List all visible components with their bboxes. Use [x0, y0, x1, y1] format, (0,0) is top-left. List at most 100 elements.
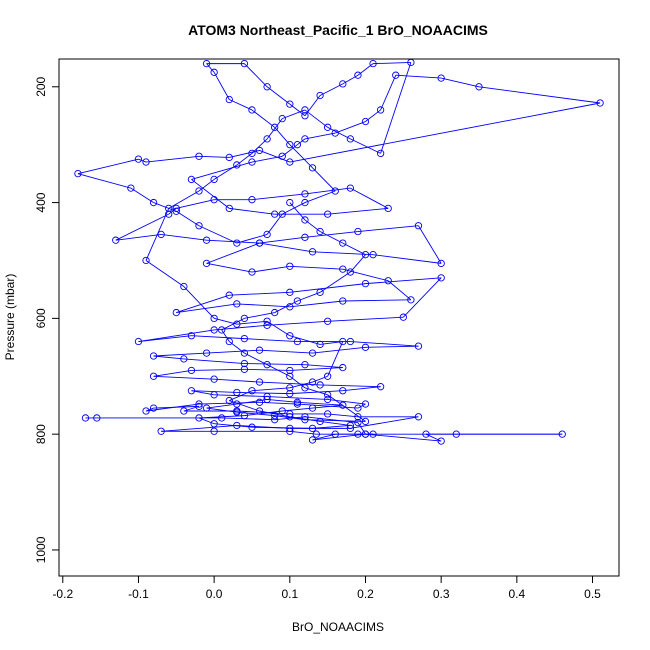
series-line-segment	[327, 126, 351, 140]
series-line-segment	[77, 173, 132, 189]
data-point	[278, 152, 286, 160]
data-point	[301, 190, 309, 198]
series-line-segment	[304, 132, 336, 140]
data-point	[323, 410, 332, 418]
data-point	[149, 352, 158, 360]
series-line-segment	[289, 367, 343, 371]
data-point	[301, 233, 309, 241]
series-line-segment	[304, 364, 343, 369]
series-line-segment	[221, 317, 245, 331]
series-line-segment	[335, 121, 366, 134]
series-line-segment	[327, 398, 366, 405]
series-line-segment	[244, 63, 268, 88]
series-line-segment	[153, 375, 215, 380]
series-line-segment	[266, 320, 291, 337]
data-point	[149, 372, 158, 380]
data-point	[286, 372, 294, 380]
x-tick-label: 0.4	[508, 587, 525, 601]
data-point	[308, 424, 317, 433]
series-line-segment	[176, 199, 215, 209]
series-line-segment	[297, 403, 358, 409]
series-line-segment	[236, 410, 290, 415]
data-point	[195, 414, 203, 422]
data-point	[369, 251, 377, 259]
data-point	[376, 383, 385, 391]
data-point	[301, 106, 309, 114]
series-line-segment	[161, 425, 237, 432]
data-point	[293, 141, 302, 149]
series-line-segment	[206, 63, 215, 73]
series-line-segment	[387, 280, 412, 301]
series-line-segment	[441, 77, 480, 88]
series-line-segment	[418, 225, 442, 264]
series-line-segment	[229, 99, 253, 111]
data-point	[112, 236, 120, 244]
series-line-segment	[304, 231, 358, 238]
data-point	[323, 391, 332, 399]
series-line-segment	[145, 403, 200, 412]
series-line-segment	[297, 291, 321, 302]
data-point	[414, 413, 423, 421]
series-line-segment	[244, 363, 305, 366]
data-point	[180, 355, 188, 363]
data-point	[301, 112, 309, 120]
series-line-segment	[77, 158, 139, 175]
series-line-segment	[304, 416, 358, 424]
series-line-segment	[350, 138, 381, 154]
series-line-segment	[320, 420, 351, 426]
chart-title: ATOM3 Northeast_Pacific_1 BrO_NOAACIMS	[188, 22, 488, 38]
data-point	[596, 99, 604, 107]
x-tick-label: 0.5	[584, 587, 601, 601]
series-line-segment	[183, 405, 200, 412]
series-line-segment	[289, 335, 321, 345]
series-line-segment	[373, 62, 411, 65]
series-line-segment	[251, 426, 313, 429]
series-line-segment	[357, 422, 366, 435]
x-tick-label: 0.1	[281, 587, 298, 601]
data-point	[149, 198, 158, 207]
series-line-segment	[327, 207, 389, 215]
series-line-segment	[365, 345, 419, 348]
series-line-segment	[350, 416, 419, 429]
data-point	[142, 256, 150, 265]
data-point	[323, 123, 332, 131]
series-line-segment	[259, 242, 313, 253]
series-line-segment	[183, 286, 215, 319]
series-line-segment	[320, 341, 343, 345]
series-line-segment	[214, 423, 253, 428]
data-point	[301, 384, 309, 392]
data-point	[233, 388, 241, 397]
data-point	[384, 204, 392, 213]
series-line-segment	[357, 403, 366, 409]
data-point	[301, 216, 309, 224]
data-point	[233, 300, 241, 308]
series-line-segment	[304, 109, 328, 128]
data-point	[452, 430, 460, 438]
data-point	[225, 153, 233, 162]
data-point	[180, 282, 188, 291]
series-line-segment	[191, 368, 245, 371]
data-point	[248, 387, 256, 395]
y-axis-label: Pressure (mbar)	[3, 274, 17, 361]
data-point	[286, 384, 294, 392]
data-point	[286, 427, 294, 435]
series-line-segment	[282, 407, 313, 412]
data-point	[286, 424, 294, 433]
data-point	[437, 274, 445, 282]
data-point	[263, 361, 271, 369]
data-point	[263, 392, 271, 401]
series-line-segment	[267, 320, 328, 326]
series-line-segment	[244, 368, 290, 371]
data-point	[271, 416, 279, 424]
data-point	[293, 337, 302, 346]
series-line-segment	[304, 190, 336, 203]
data-point	[308, 349, 317, 357]
data-point	[263, 83, 271, 91]
series-line-segment	[236, 392, 290, 395]
series-line-segment	[319, 83, 343, 96]
series-line-segment	[297, 401, 343, 406]
series-line-segment	[289, 102, 601, 163]
data-point	[187, 175, 196, 184]
data-point	[202, 259, 211, 268]
